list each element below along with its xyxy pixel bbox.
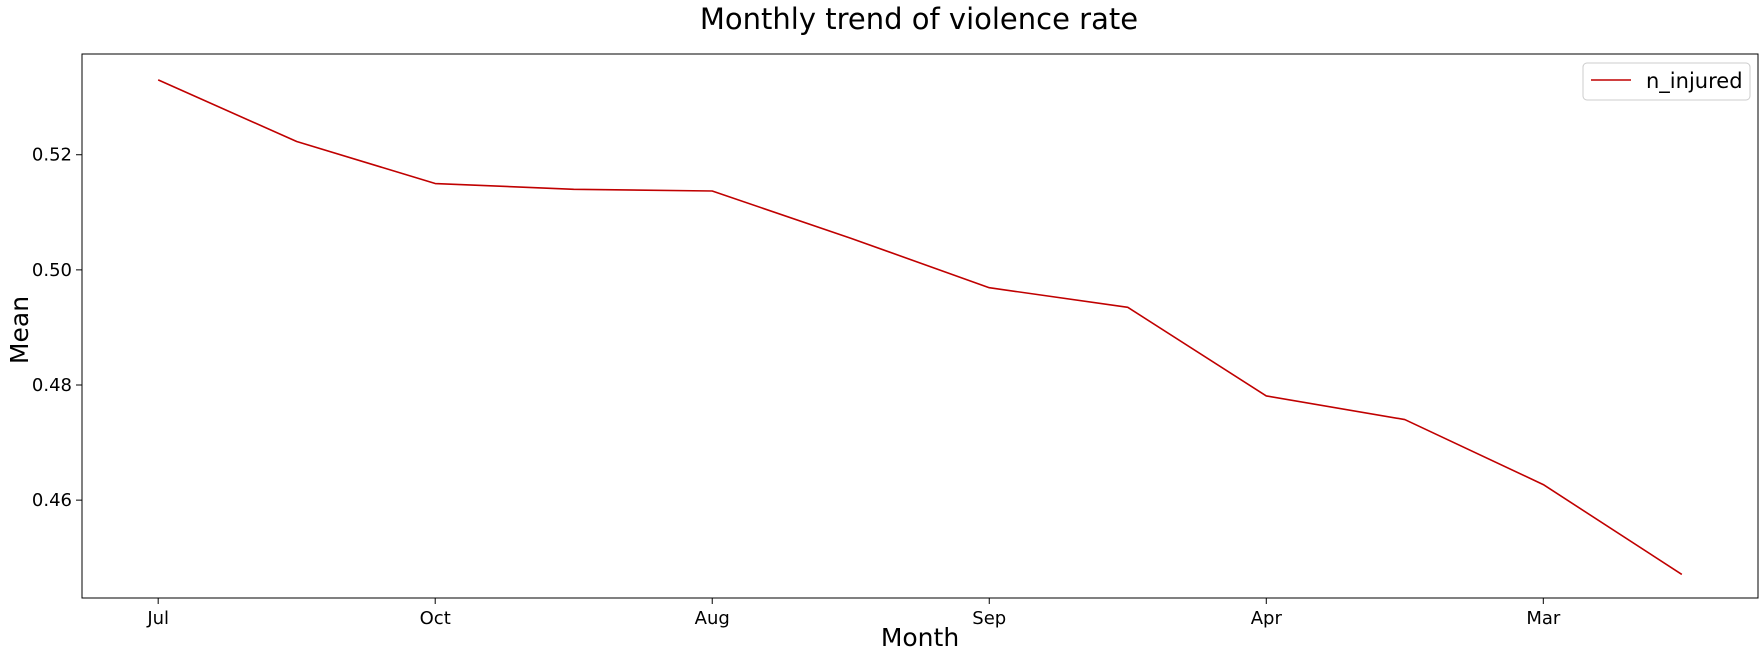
legend-box	[1582, 62, 1751, 101]
plot-area	[81, 53, 1759, 599]
y-tick-label: 0.48	[32, 375, 72, 396]
series-line-n-injured	[157, 79, 1683, 576]
chart-title: Monthly trend of violence rate	[700, 2, 1138, 36]
series-layer	[157, 79, 1683, 576]
x-tick-label: Sep	[972, 608, 1006, 629]
legend-label-n-injured: n_injured	[1646, 69, 1743, 94]
y-tick-label: 0.50	[32, 260, 72, 281]
y-tick-label: 0.46	[32, 490, 72, 511]
y-tick-label: 0.52	[32, 145, 72, 166]
legend: n_injured	[1582, 62, 1751, 101]
x-tick-label: Aug	[695, 608, 730, 629]
x-axis: Jul Oct Aug Sep Apr Mar	[146, 598, 1561, 629]
y-axis-label: Mean	[5, 296, 34, 364]
x-tick-label: Apr	[1251, 608, 1283, 629]
y-axis: 0.46 0.48 0.50 0.52	[32, 145, 82, 511]
x-axis-label: Month	[881, 623, 959, 652]
x-tick-label: Jul	[146, 608, 169, 629]
x-tick-label: Oct	[420, 608, 451, 629]
x-tick-label: Mar	[1526, 608, 1561, 629]
